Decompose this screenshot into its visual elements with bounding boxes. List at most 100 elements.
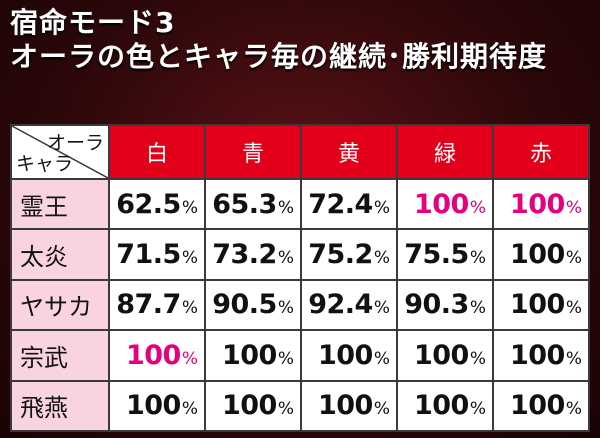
column-header-red: 赤 [492,124,590,180]
value-number: 87.7 [116,289,181,321]
value-cell: 100% [300,329,398,382]
value-cell: 100% [396,329,494,382]
value-number: 100 [317,339,373,371]
percent-sign: % [565,248,582,269]
value-number: 75.2 [308,239,373,271]
title-line-1: 宿命モード3 [10,6,176,39]
table-row: ヤサカ 87.7% 90.5% 92.4% 90.3% 100% [10,278,590,332]
value-cell: 100% [492,177,590,231]
value-cell: 73.2% [204,228,302,281]
header-row: オーラ キャラ 白 青 黄 緑 赤 [10,124,590,180]
value-number: 92.4 [308,289,373,321]
value-number: 62.5 [116,188,181,220]
value-number: 100 [509,390,565,422]
row-axis-label: キャラ [16,153,74,175]
value-cell: 100% [300,379,398,433]
percent-sign: % [469,399,486,420]
percent-sign: % [181,399,198,420]
title-line-2: オーラの色とキャラ毎の継続･勝利期待度 [10,40,548,73]
value-cell: 92.4% [300,278,398,332]
value-number: 90.5 [212,289,277,321]
value-cell: 100% [492,228,590,281]
value-number: 100 [509,239,565,271]
value-number: 100 [509,339,565,371]
value-number: 100 [413,390,469,422]
percent-sign: % [469,197,486,218]
value-cell: 100% [396,379,494,433]
value-number: 72.4 [308,188,373,220]
value-number: 100 [221,339,277,371]
percent-sign: % [373,298,390,319]
column-header-green: 緑 [396,124,494,180]
value-number: 100 [509,188,565,220]
percent-sign: % [565,197,582,218]
percent-sign: % [373,248,390,269]
value-number: 73.2 [212,239,277,271]
percent-sign: % [181,248,198,269]
row-label: 飛燕 [10,379,110,433]
percent-sign: % [181,348,198,369]
value-number: 75.5 [404,239,469,271]
value-number: 100 [317,390,373,422]
value-cell: 100% [396,177,494,231]
column-header-yellow: 黄 [300,124,398,180]
value-cell: 75.5% [396,228,494,281]
value-cell: 100% [108,329,206,382]
table-row: 宗武 100% 100% 100% 100% 100% [10,329,590,382]
percent-sign: % [469,298,486,319]
value-cell: 90.5% [204,278,302,332]
value-number: 65.3 [212,188,277,220]
value-cell: 100% [492,278,590,332]
value-cell: 100% [204,379,302,433]
column-header-blue: 青 [204,124,302,180]
table-body: 霊王 62.5% 65.3% 72.4% 100% 100% 太炎 71.5% 73.2% 75.… [10,177,590,433]
percent-sign: % [373,348,390,369]
expectation-table: オーラ キャラ 白 青 黄 緑 赤 霊王 62.5% 65.3% 72.4% 100% 1… [10,124,590,433]
percent-sign: % [277,399,294,420]
column-axis-label: オーラ [46,132,104,154]
percent-sign: % [181,298,198,319]
value-number: 100 [125,390,181,422]
value-number: 100 [221,390,277,422]
value-cell: 100% [492,379,590,433]
value-number: 90.3 [404,289,469,321]
value-number: 100 [413,188,469,220]
value-cell: 100% [492,329,590,382]
value-cell: 90.3% [396,278,494,332]
corner-diagonal [12,126,108,178]
table-row: 飛燕 100% 100% 100% 100% 100% [10,379,590,433]
percent-sign: % [565,348,582,369]
value-number: 100 [413,339,469,371]
table-row: 霊王 62.5% 65.3% 72.4% 100% 100% [10,177,590,231]
value-cell: 87.7% [108,278,206,332]
percent-sign: % [277,248,294,269]
row-label: ヤサカ [10,278,110,332]
value-cell: 72.4% [300,177,398,231]
percent-sign: % [469,248,486,269]
value-cell: 100% [204,329,302,382]
value-cell: 71.5% [108,228,206,281]
percent-sign: % [565,399,582,420]
table-row: 太炎 71.5% 73.2% 75.2% 75.5% 100% [10,228,590,281]
value-number: 100 [125,339,181,371]
row-label: 霊王 [10,177,110,231]
value-number: 100 [509,289,565,321]
value-cell: 75.2% [300,228,398,281]
percent-sign: % [565,298,582,319]
value-cell: 65.3% [204,177,302,231]
column-header-white: 白 [108,124,206,180]
percent-sign: % [373,197,390,218]
percent-sign: % [181,197,198,218]
value-number: 71.5 [116,239,181,271]
percent-sign: % [373,399,390,420]
title-block: 宿命モード3 オーラの色とキャラ毎の継続･勝利期待度 [10,6,590,74]
row-label: 宗武 [10,329,110,382]
percent-sign: % [277,348,294,369]
corner-cell: オーラ キャラ [10,124,110,180]
value-cell: 100% [108,379,206,433]
percent-sign: % [469,348,486,369]
row-label: 太炎 [10,228,110,281]
value-cell: 62.5% [108,177,206,231]
percent-sign: % [277,197,294,218]
